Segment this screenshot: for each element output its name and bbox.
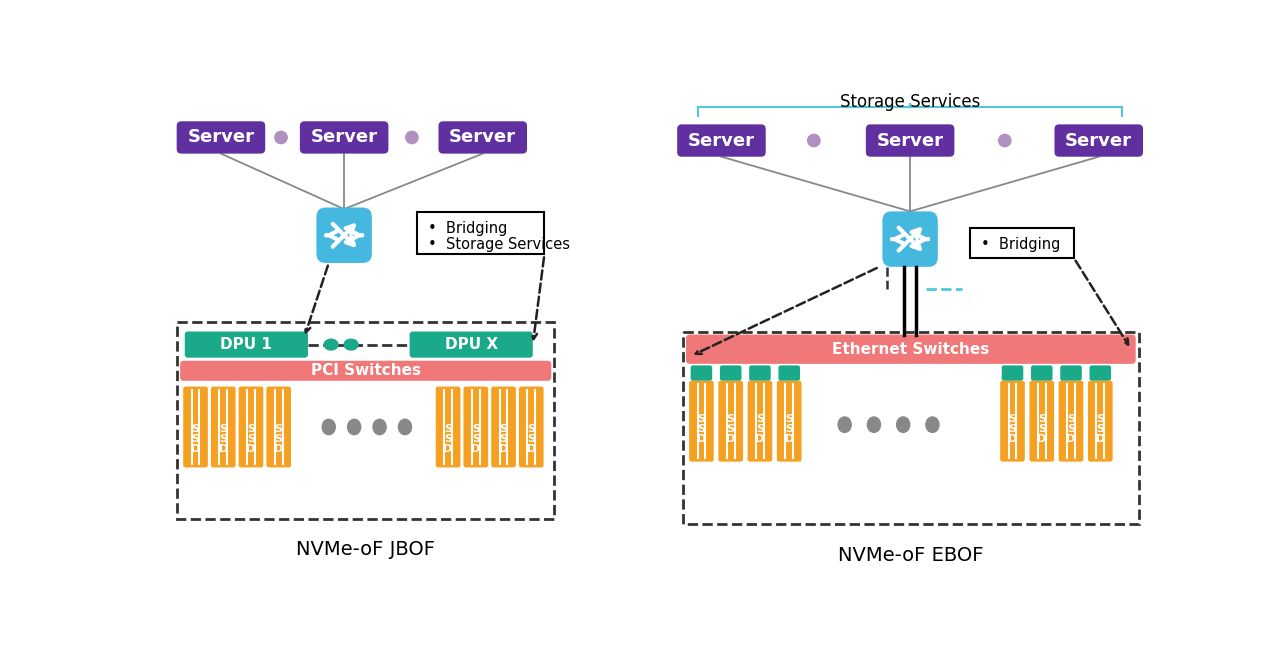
FancyBboxPatch shape xyxy=(1060,365,1082,381)
FancyBboxPatch shape xyxy=(1029,381,1055,462)
Text: S
S
D: S S D xyxy=(696,414,707,444)
FancyBboxPatch shape xyxy=(718,381,742,462)
Text: S
S
D: S S D xyxy=(499,424,508,453)
FancyBboxPatch shape xyxy=(1055,124,1143,157)
FancyBboxPatch shape xyxy=(677,124,765,157)
Text: Server: Server xyxy=(187,128,255,146)
Ellipse shape xyxy=(323,419,335,435)
FancyBboxPatch shape xyxy=(777,381,801,462)
FancyBboxPatch shape xyxy=(749,365,771,381)
FancyBboxPatch shape xyxy=(266,386,291,468)
FancyBboxPatch shape xyxy=(316,208,372,263)
Text: •  Bridging: • Bridging xyxy=(428,221,507,236)
Text: Server: Server xyxy=(877,132,943,150)
Text: S
S
D: S S D xyxy=(526,424,536,453)
Bar xyxy=(177,322,554,519)
FancyBboxPatch shape xyxy=(439,121,527,154)
Text: S
S
D: S S D xyxy=(1096,414,1105,444)
Text: Storage Services: Storage Services xyxy=(840,93,980,111)
Ellipse shape xyxy=(348,419,361,435)
Text: Server: Server xyxy=(449,128,516,146)
FancyBboxPatch shape xyxy=(211,386,236,468)
Circle shape xyxy=(406,132,419,144)
FancyBboxPatch shape xyxy=(882,212,938,267)
Text: S
S
D: S S D xyxy=(246,424,256,453)
FancyBboxPatch shape xyxy=(410,332,532,358)
Text: •  Storage Services: • Storage Services xyxy=(428,237,570,252)
Ellipse shape xyxy=(838,417,851,432)
Ellipse shape xyxy=(868,417,881,432)
FancyBboxPatch shape xyxy=(748,381,772,462)
Text: S
S
D: S S D xyxy=(726,414,735,444)
Text: DPU 1: DPU 1 xyxy=(220,337,273,352)
FancyBboxPatch shape xyxy=(689,381,714,462)
FancyBboxPatch shape xyxy=(492,386,516,468)
FancyBboxPatch shape xyxy=(1000,381,1025,462)
Ellipse shape xyxy=(925,417,940,432)
Text: DPU X: DPU X xyxy=(444,337,498,352)
Bar xyxy=(684,332,1139,524)
FancyBboxPatch shape xyxy=(463,386,488,468)
Ellipse shape xyxy=(398,419,412,435)
FancyBboxPatch shape xyxy=(238,386,264,468)
FancyBboxPatch shape xyxy=(180,361,552,381)
Circle shape xyxy=(275,132,287,144)
FancyBboxPatch shape xyxy=(1088,381,1112,462)
Text: S
S
D: S S D xyxy=(785,414,794,444)
Text: S
S
D: S S D xyxy=(471,424,480,453)
Text: S
S
D: S S D xyxy=(1066,414,1075,444)
FancyBboxPatch shape xyxy=(518,386,544,468)
Circle shape xyxy=(808,134,820,146)
Bar xyxy=(417,212,544,255)
FancyBboxPatch shape xyxy=(686,335,1135,364)
Text: NVMe-oF EBOF: NVMe-oF EBOF xyxy=(838,546,983,564)
FancyBboxPatch shape xyxy=(183,386,207,468)
FancyBboxPatch shape xyxy=(1089,365,1111,381)
FancyBboxPatch shape xyxy=(435,386,461,468)
Text: S
S
D: S S D xyxy=(219,424,228,453)
FancyBboxPatch shape xyxy=(691,365,712,381)
FancyBboxPatch shape xyxy=(1059,381,1083,462)
Text: S
S
D: S S D xyxy=(755,414,764,444)
Text: NVMe-oF JBOF: NVMe-oF JBOF xyxy=(296,540,435,559)
Text: Server: Server xyxy=(687,132,755,150)
Bar xyxy=(970,228,1074,259)
Text: Server: Server xyxy=(1065,132,1133,150)
Text: Ethernet Switches: Ethernet Switches xyxy=(832,342,989,357)
FancyBboxPatch shape xyxy=(184,332,308,358)
Ellipse shape xyxy=(344,339,358,350)
Text: S
S
D: S S D xyxy=(1037,414,1046,444)
Text: Server: Server xyxy=(311,128,378,146)
Ellipse shape xyxy=(372,419,387,435)
Text: S
S
D: S S D xyxy=(274,424,283,453)
Ellipse shape xyxy=(896,417,910,432)
Text: S
S
D: S S D xyxy=(443,424,453,453)
FancyBboxPatch shape xyxy=(719,365,741,381)
FancyBboxPatch shape xyxy=(778,365,800,381)
FancyBboxPatch shape xyxy=(300,121,388,154)
Text: PCI Switches: PCI Switches xyxy=(311,363,421,378)
Text: •  Bridging: • Bridging xyxy=(980,237,1060,252)
FancyBboxPatch shape xyxy=(1030,365,1052,381)
Text: S
S
D: S S D xyxy=(1007,414,1018,444)
Circle shape xyxy=(998,134,1011,146)
Text: S
S
D: S S D xyxy=(191,424,200,453)
FancyBboxPatch shape xyxy=(177,121,265,154)
FancyBboxPatch shape xyxy=(1002,365,1023,381)
FancyBboxPatch shape xyxy=(865,124,955,157)
Ellipse shape xyxy=(324,339,338,350)
